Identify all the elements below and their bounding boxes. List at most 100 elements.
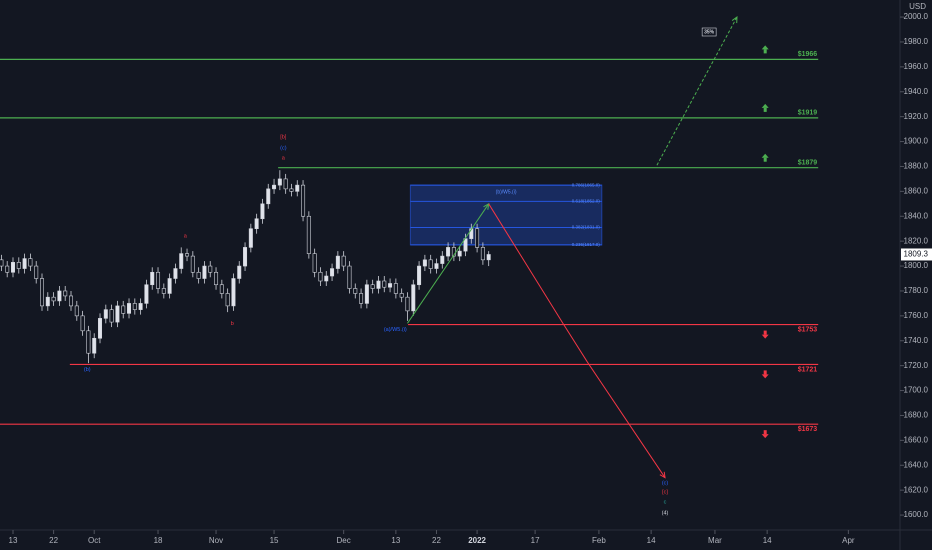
candle-body bbox=[63, 290, 68, 297]
wave-label: [b] bbox=[280, 135, 287, 141]
level-arrow-stem bbox=[763, 49, 767, 54]
x-tick-label: 13 bbox=[9, 536, 18, 545]
wave-label: (a)/W5.(i) bbox=[384, 327, 407, 333]
price-level-label: $1879 bbox=[798, 160, 818, 167]
wave-label: (b) bbox=[84, 367, 91, 373]
y-tick-label: 1620.0 bbox=[904, 485, 929, 494]
candle-body bbox=[40, 278, 45, 307]
fib-level-label: 0.236(1817.0) bbox=[572, 242, 601, 247]
candle-body bbox=[254, 218, 259, 230]
badge-box bbox=[701, 27, 717, 37]
y-tick-label: 1800.0 bbox=[904, 261, 929, 270]
fib-level-label: 0.618(1852.0) bbox=[572, 199, 601, 204]
badge: 35% bbox=[704, 29, 715, 35]
x-tick-label: 14 bbox=[763, 536, 772, 545]
x-tick-label: Apr bbox=[842, 536, 855, 545]
candle-body bbox=[480, 247, 485, 261]
y-tick-label: 1600.0 bbox=[904, 510, 929, 519]
candle-body bbox=[51, 296, 56, 302]
candle-body bbox=[179, 253, 184, 269]
candle-body bbox=[45, 296, 50, 307]
candle-body bbox=[225, 293, 230, 307]
level-arrow-stem bbox=[763, 107, 767, 112]
candle-body bbox=[74, 305, 79, 317]
y-tick-label: 1740.0 bbox=[904, 336, 929, 345]
candle-body bbox=[341, 255, 346, 267]
candle-body bbox=[57, 290, 62, 302]
candle-body bbox=[422, 259, 427, 267]
y-tick-label: 1900.0 bbox=[904, 137, 929, 146]
candle-body bbox=[347, 265, 352, 289]
y-tick-label: 1860.0 bbox=[904, 186, 929, 195]
candle-body bbox=[103, 309, 108, 319]
candle-body bbox=[428, 259, 433, 269]
candle-body bbox=[167, 278, 172, 294]
last-price-tag bbox=[901, 248, 932, 261]
candle-body bbox=[219, 284, 224, 294]
y-tick-label: 1980.0 bbox=[904, 37, 929, 46]
candle-body bbox=[92, 337, 97, 354]
level-arrow-stem bbox=[763, 370, 767, 375]
wave-label: (c) bbox=[662, 481, 669, 487]
candle-body bbox=[127, 303, 132, 314]
candle-body bbox=[208, 265, 213, 273]
price-level-label: $1919 bbox=[798, 110, 818, 117]
fib-level-label: 0.382(1831.0) bbox=[572, 225, 601, 230]
candle-body bbox=[446, 247, 451, 257]
candle-body bbox=[98, 318, 103, 339]
candle-body bbox=[202, 265, 207, 279]
candle-body bbox=[353, 288, 358, 294]
x-tick-label: 22 bbox=[49, 536, 58, 545]
candle-body bbox=[405, 296, 410, 312]
level-arrow-head bbox=[761, 334, 769, 339]
x-tick-label: 2022 bbox=[468, 536, 486, 545]
candle-body bbox=[417, 265, 422, 286]
y-tick-label: 1780.0 bbox=[904, 286, 929, 295]
fib-zone-label: (b)/W5.(i) bbox=[496, 189, 517, 195]
candle-body bbox=[399, 293, 404, 298]
x-tick-label: 15 bbox=[270, 536, 279, 545]
candle-body bbox=[411, 284, 416, 312]
candle-body bbox=[144, 284, 149, 304]
candle-body bbox=[132, 303, 137, 310]
candle-body bbox=[121, 305, 126, 314]
x-tick-label: Nov bbox=[209, 536, 223, 545]
candle-body bbox=[22, 258, 27, 269]
wave-label: a bbox=[184, 234, 188, 240]
candle-body bbox=[388, 283, 393, 288]
level-arrow-head bbox=[761, 45, 769, 50]
y-tick-label: 1880.0 bbox=[904, 162, 929, 171]
x-tick-label: Oct bbox=[88, 536, 101, 545]
wave-label: (4) bbox=[662, 511, 669, 517]
candle-body bbox=[231, 278, 236, 307]
y-tick-label: 1680.0 bbox=[904, 411, 929, 420]
candle-body bbox=[173, 268, 178, 279]
candle-body bbox=[260, 203, 265, 220]
x-tick-label: Mar bbox=[708, 536, 722, 545]
y-tick-label: 2000.0 bbox=[904, 12, 929, 21]
candle-body bbox=[156, 271, 161, 289]
candle-body bbox=[109, 309, 114, 323]
candle-body bbox=[138, 303, 143, 310]
candle-body bbox=[393, 283, 398, 294]
y-tick-label: 1660.0 bbox=[904, 435, 929, 444]
projection-path bbox=[656, 16, 738, 166]
candle-body bbox=[318, 271, 323, 282]
last-price-label: 1809.3 bbox=[904, 250, 929, 259]
price-level-label: $1966 bbox=[798, 51, 818, 58]
projection-path bbox=[407, 203, 490, 324]
fib-zone bbox=[409, 184, 603, 246]
wave-label: c bbox=[664, 499, 667, 505]
projection-path bbox=[488, 203, 666, 478]
candle-body bbox=[434, 263, 439, 269]
candle-body bbox=[475, 228, 480, 248]
candle-body bbox=[306, 215, 311, 254]
projection-arrow-head bbox=[659, 471, 666, 479]
level-arrow-head bbox=[761, 153, 769, 158]
currency: USD bbox=[909, 2, 926, 11]
x-tick-label: 17 bbox=[531, 536, 540, 545]
candle-body bbox=[28, 258, 33, 267]
y-tick-label: 1760.0 bbox=[904, 311, 929, 320]
price-level-label: $1753 bbox=[798, 326, 818, 333]
